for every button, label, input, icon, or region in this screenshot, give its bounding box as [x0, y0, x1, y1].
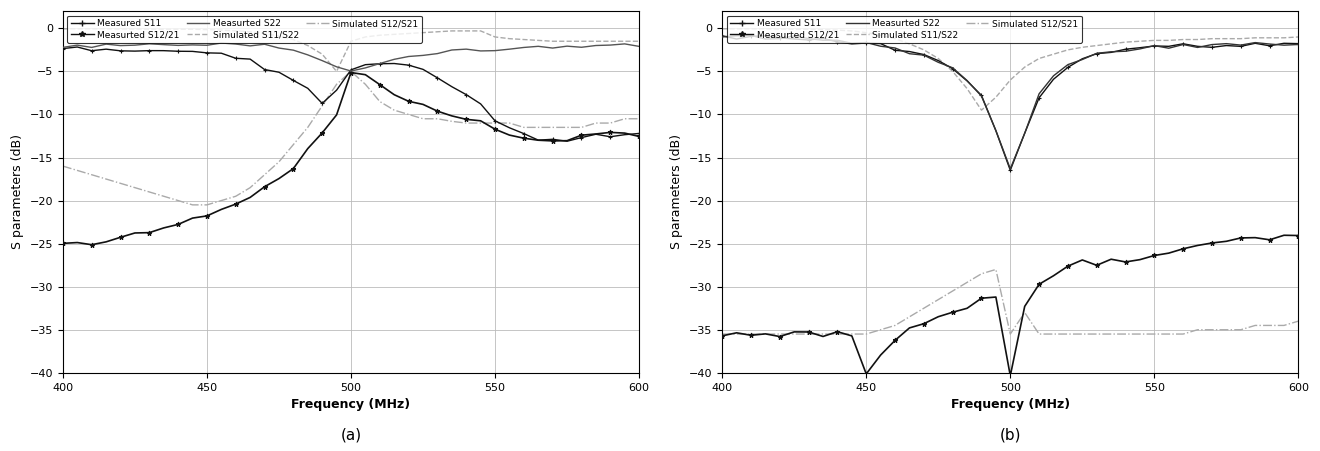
Text: (b): (b): [999, 427, 1022, 442]
X-axis label: Frequency (MHz): Frequency (MHz): [292, 398, 411, 411]
Y-axis label: S parameters (dB): S parameters (dB): [11, 134, 24, 249]
X-axis label: Frequency (MHz): Frequency (MHz): [950, 398, 1069, 411]
Y-axis label: S parameters (dB): S parameters (dB): [671, 134, 684, 249]
Legend: Measured S11, Measurted S12/21, Measurted S22, Simulated S11/S22, Simulated S12/: Measured S11, Measurted S12/21, Measurte…: [67, 16, 422, 43]
Text: (a): (a): [341, 427, 362, 442]
Legend: Measured S11, Measurted S12/21, Measurted S22, Simulated S11/S22, Simulated S12/: Measured S11, Measurted S12/21, Measurte…: [727, 16, 1081, 43]
